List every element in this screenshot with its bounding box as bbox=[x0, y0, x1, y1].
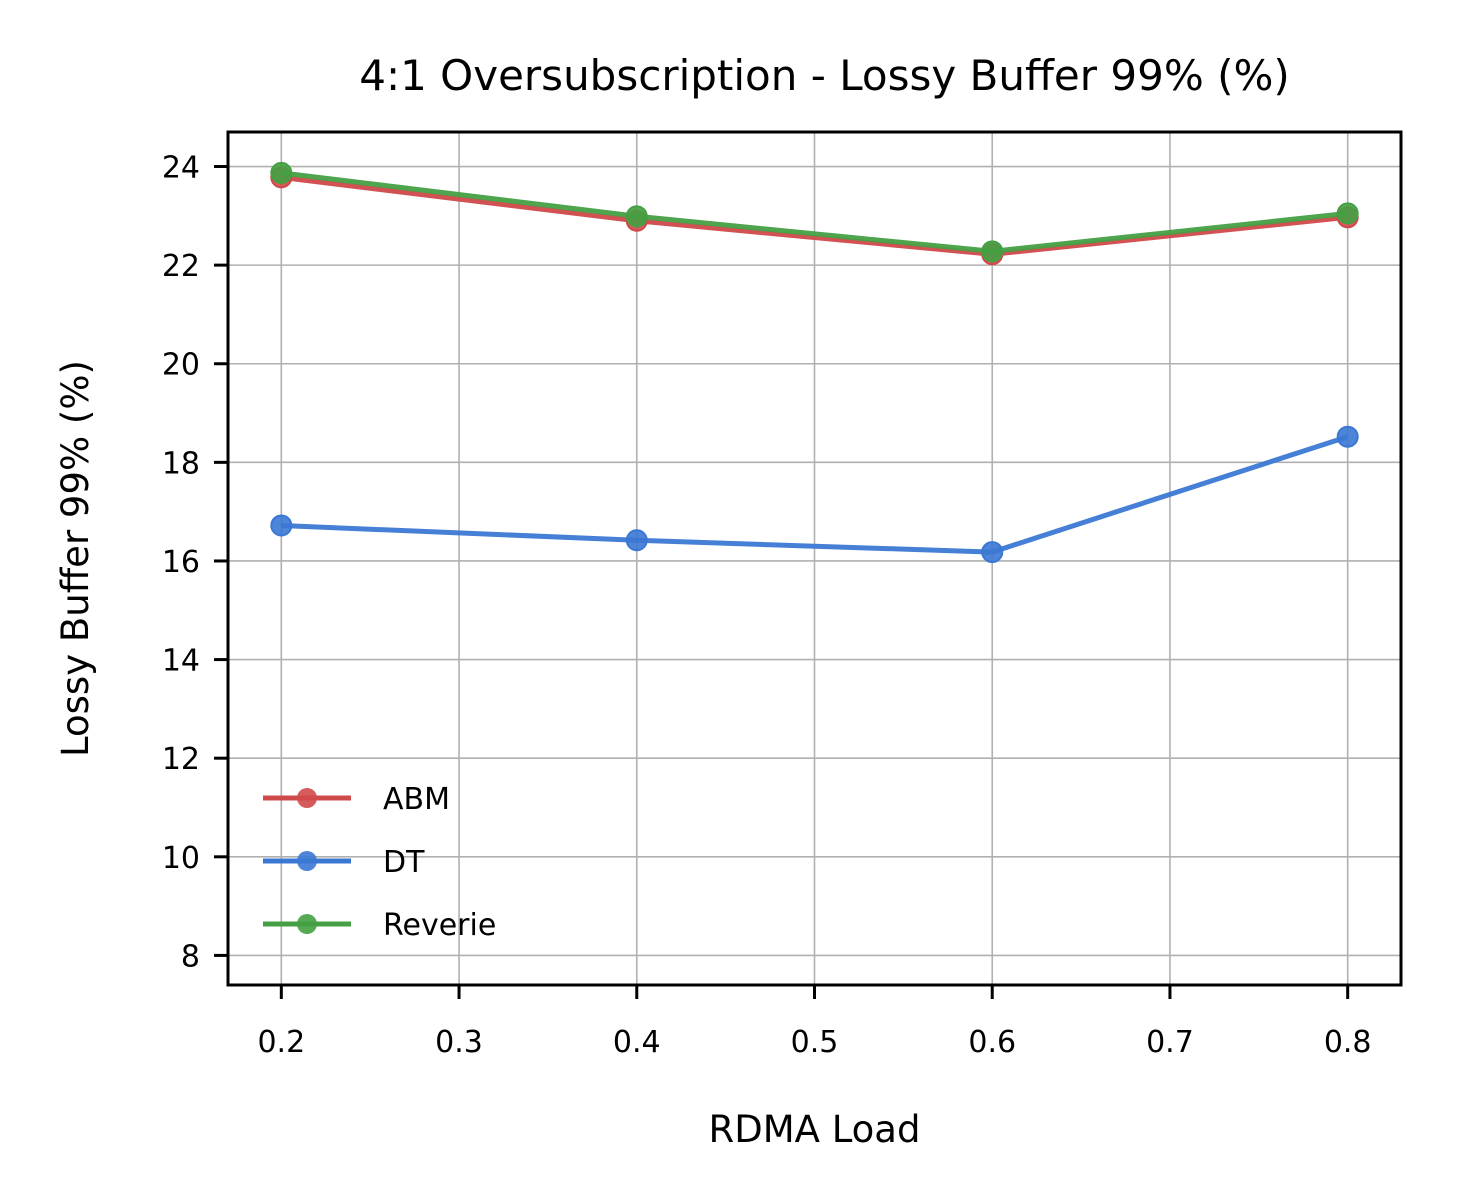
y-tick-label: 14 bbox=[162, 644, 200, 679]
data-point bbox=[270, 161, 293, 184]
data-point bbox=[270, 514, 293, 537]
y-tick-label: 12 bbox=[162, 742, 200, 777]
x-axis-label: RDMA Load bbox=[709, 1108, 921, 1151]
legend-label: Reverie bbox=[383, 908, 496, 943]
legend-label: DT bbox=[383, 845, 425, 880]
series-line-dt bbox=[281, 434, 1349, 555]
series-dt bbox=[270, 425, 1359, 564]
legend-swatch-marker bbox=[297, 851, 317, 871]
series-line-reverie bbox=[280, 170, 1348, 254]
legend-item-dt: DT bbox=[263, 845, 425, 880]
x-tick-label: 0.6 bbox=[968, 1025, 1016, 1060]
x-tick-label: 0.3 bbox=[435, 1025, 483, 1060]
x-tick-label: 0.4 bbox=[613, 1025, 661, 1060]
y-tick-label: 8 bbox=[181, 939, 200, 974]
y-tick-label: 24 bbox=[162, 151, 200, 186]
data-point bbox=[625, 529, 648, 552]
y-tick-label: 10 bbox=[162, 841, 200, 876]
data-point bbox=[1336, 202, 1359, 225]
series-reverie bbox=[270, 161, 1359, 263]
y-tick-label: 20 bbox=[162, 348, 200, 383]
data-point bbox=[981, 541, 1004, 564]
y-tick-label: 16 bbox=[162, 545, 200, 580]
plot-series bbox=[270, 161, 1359, 564]
legend: ABM DT Reverie bbox=[263, 782, 496, 943]
chart-title: 4:1 Oversubscription - Lossy Buffer 99% … bbox=[359, 51, 1290, 100]
legend-item-reverie: Reverie bbox=[263, 908, 496, 943]
series-line-abm bbox=[280, 174, 1348, 257]
x-tick-label: 0.5 bbox=[791, 1025, 839, 1060]
y-tick-label: 22 bbox=[162, 249, 200, 284]
legend-item-abm: ABM bbox=[263, 782, 450, 817]
data-point bbox=[625, 205, 648, 228]
legend-swatch-marker bbox=[297, 914, 317, 934]
data-point bbox=[981, 240, 1004, 263]
axis-ticks: 0.2 0.3 0.4 0.5 0.6 0.7 0.8 8 10 12 14 16 18 20 22 24 bbox=[162, 151, 1372, 1060]
data-point bbox=[1336, 425, 1359, 448]
x-tick-label: 0.7 bbox=[1146, 1025, 1194, 1060]
y-axis-label: Lossy Buffer 99% (%) bbox=[54, 360, 97, 757]
legend-label: ABM bbox=[383, 782, 450, 817]
y-tick-label: 18 bbox=[162, 446, 200, 481]
x-tick-label: 0.8 bbox=[1324, 1025, 1372, 1060]
legend-swatch-marker bbox=[297, 788, 317, 808]
x-tick-label: 0.2 bbox=[257, 1025, 305, 1060]
